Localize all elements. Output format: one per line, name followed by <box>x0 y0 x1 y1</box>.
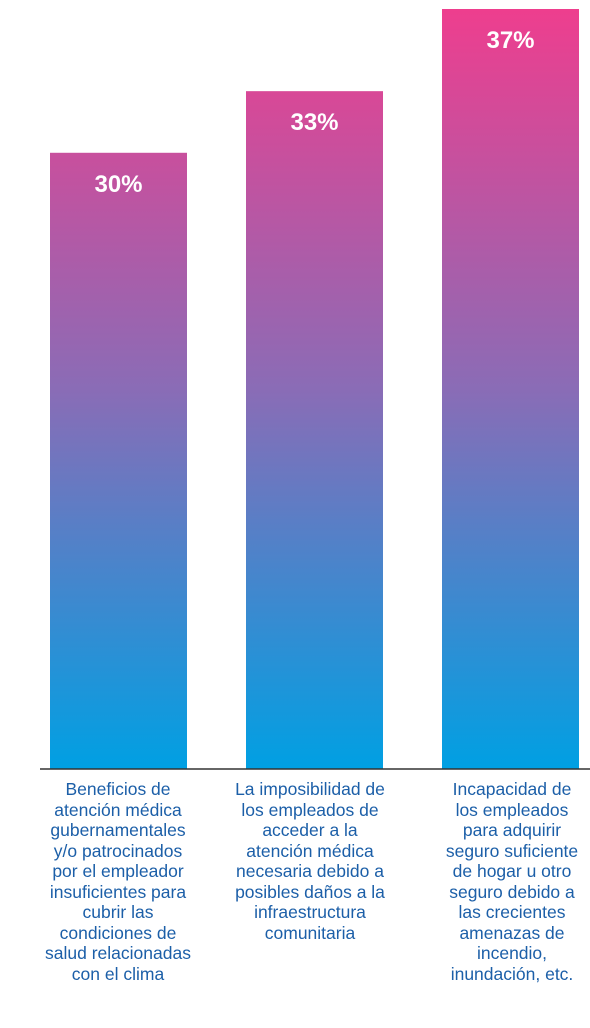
bar-3 <box>442 9 579 769</box>
bar-value-label-1: 30% <box>94 171 142 198</box>
bar-2 <box>246 91 383 769</box>
bar-value-label-2: 33% <box>290 109 338 136</box>
category-label-2: La imposibilidad de los empleados de acc… <box>235 779 385 943</box>
bar-value-label-3: 37% <box>486 27 534 54</box>
bar-1 <box>50 152 187 769</box>
category-label-1: Beneficios de atención médica gubernamen… <box>45 779 191 984</box>
category-label-3: Incapacidad de los empleados para adquir… <box>445 779 579 984</box>
